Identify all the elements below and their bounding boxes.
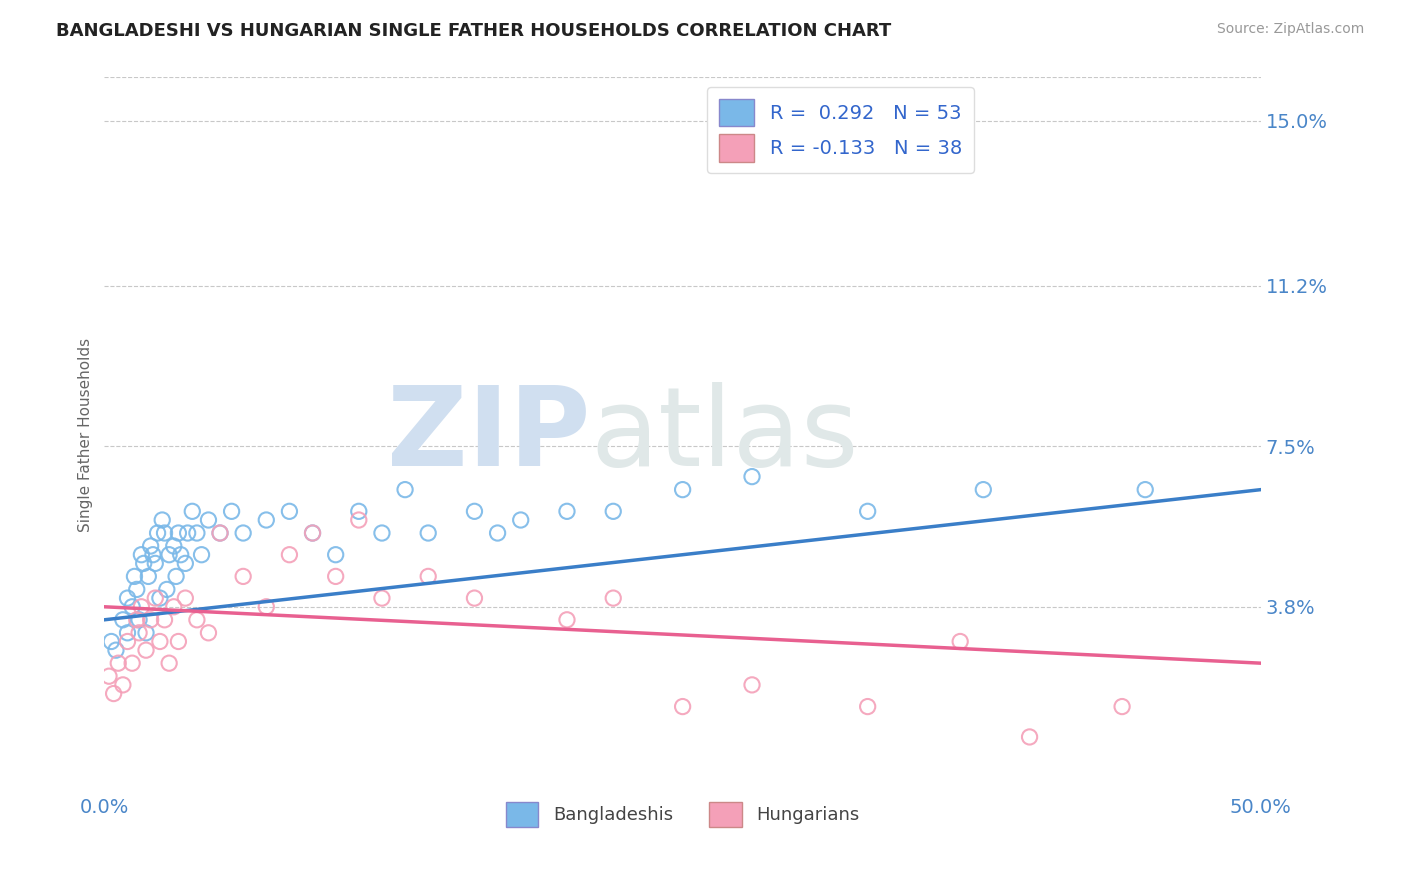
Point xyxy=(143,557,166,571)
Point xyxy=(153,526,176,541)
Point xyxy=(153,613,176,627)
Point xyxy=(418,569,440,583)
Point xyxy=(254,513,277,527)
Point xyxy=(186,613,208,627)
Point xyxy=(186,526,208,541)
Point xyxy=(463,591,485,606)
Point xyxy=(741,678,763,692)
Point xyxy=(463,504,485,518)
Point xyxy=(131,548,153,562)
Point xyxy=(325,569,347,583)
Point xyxy=(1018,730,1040,744)
Point xyxy=(125,582,148,597)
Point xyxy=(325,548,347,562)
Point xyxy=(157,548,180,562)
Point xyxy=(221,504,243,518)
Point xyxy=(143,591,166,606)
Point xyxy=(139,613,162,627)
Point xyxy=(117,591,139,606)
Point xyxy=(555,613,578,627)
Point xyxy=(157,656,180,670)
Text: ZIP: ZIP xyxy=(387,382,591,489)
Point xyxy=(208,526,231,541)
Point xyxy=(170,548,193,562)
Point xyxy=(190,548,212,562)
Point xyxy=(972,483,994,497)
Point xyxy=(602,504,624,518)
Point xyxy=(197,513,219,527)
Point xyxy=(509,513,531,527)
Point xyxy=(741,469,763,483)
Point xyxy=(136,569,159,583)
Point xyxy=(125,613,148,627)
Point xyxy=(135,625,157,640)
Point xyxy=(104,643,127,657)
Point xyxy=(602,591,624,606)
Point xyxy=(98,669,121,683)
Point xyxy=(394,483,416,497)
Point xyxy=(232,569,254,583)
Point xyxy=(174,557,197,571)
Point xyxy=(555,504,578,518)
Point xyxy=(672,699,695,714)
Point xyxy=(121,599,143,614)
Point xyxy=(163,539,186,553)
Point xyxy=(131,599,153,614)
Point xyxy=(100,634,122,648)
Point xyxy=(1135,483,1157,497)
Point xyxy=(124,569,146,583)
Point xyxy=(949,634,972,648)
Point xyxy=(347,504,370,518)
Point xyxy=(149,634,172,648)
Point xyxy=(149,591,172,606)
Y-axis label: Single Father Households: Single Father Households xyxy=(79,338,93,533)
Point xyxy=(132,557,155,571)
Point xyxy=(163,599,186,614)
Point xyxy=(208,526,231,541)
Point xyxy=(167,634,190,648)
Point xyxy=(165,569,187,583)
Point xyxy=(156,582,179,597)
Point xyxy=(254,599,277,614)
Text: Source: ZipAtlas.com: Source: ZipAtlas.com xyxy=(1216,22,1364,37)
Point xyxy=(181,504,204,518)
Point xyxy=(418,526,440,541)
Point xyxy=(150,513,173,527)
Point xyxy=(486,526,509,541)
Point xyxy=(301,526,323,541)
Point xyxy=(167,526,190,541)
Point xyxy=(174,591,197,606)
Point xyxy=(146,526,169,541)
Point xyxy=(278,504,301,518)
Point xyxy=(142,548,165,562)
Point xyxy=(347,513,370,527)
Point xyxy=(232,526,254,541)
Point xyxy=(107,656,129,670)
Point xyxy=(371,526,394,541)
Point xyxy=(278,548,301,562)
Legend: Bangladeshis, Hungarians: Bangladeshis, Hungarians xyxy=(499,795,866,834)
Point xyxy=(128,613,150,627)
Point xyxy=(139,539,162,553)
Point xyxy=(856,504,879,518)
Point xyxy=(197,625,219,640)
Point xyxy=(103,687,125,701)
Point xyxy=(135,643,157,657)
Point xyxy=(301,526,323,541)
Point xyxy=(672,483,695,497)
Point xyxy=(121,656,143,670)
Point xyxy=(371,591,394,606)
Point xyxy=(117,625,139,640)
Point xyxy=(856,699,879,714)
Point xyxy=(128,625,150,640)
Point xyxy=(117,634,139,648)
Text: atlas: atlas xyxy=(591,382,859,489)
Point xyxy=(1111,699,1133,714)
Text: BANGLADESHI VS HUNGARIAN SINGLE FATHER HOUSEHOLDS CORRELATION CHART: BANGLADESHI VS HUNGARIAN SINGLE FATHER H… xyxy=(56,22,891,40)
Point xyxy=(111,613,134,627)
Point xyxy=(111,678,134,692)
Point xyxy=(176,526,198,541)
